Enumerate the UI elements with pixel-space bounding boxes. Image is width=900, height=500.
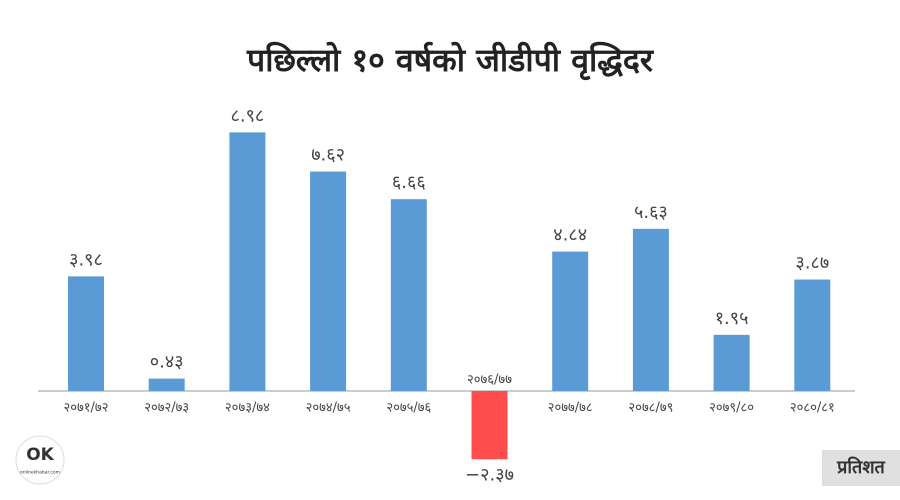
value-label: ५.६३ [634, 202, 668, 223]
bar [390, 199, 427, 391]
value-label: ८.९८ [230, 105, 264, 126]
x-tick-label: २०८०/८१ [790, 401, 835, 416]
x-tick-label: २०७६/७७ [467, 373, 512, 388]
bar [68, 276, 104, 391]
bar [794, 279, 831, 391]
value-label: १.९५ [715, 308, 749, 329]
value-label: −२.३७ [465, 464, 514, 485]
value-label: ४.८४ [553, 225, 587, 246]
unit-box [822, 450, 900, 486]
bar [148, 378, 185, 391]
x-tick-label: २०७५/७६ [386, 401, 431, 416]
bar [471, 391, 508, 460]
value-label: ३.८७ [795, 253, 829, 274]
x-tick-label: २०७२/७३ [144, 401, 189, 416]
bar [552, 251, 589, 391]
bar [229, 132, 266, 391]
x-tick-label: २०७४/७५ [306, 401, 351, 416]
logo-circle [15, 435, 65, 485]
unit-label: प्रतिशत [836, 456, 885, 478]
chart-title: पछिल्लो १० वर्षको जीडीपी वृद्धिदर [246, 41, 655, 81]
bar [310, 171, 347, 391]
value-label: ६.६६ [392, 172, 426, 193]
logo-site: onlinekhabar.com [20, 470, 60, 476]
logo-mark: OK [26, 445, 54, 465]
value-label: ७.६२ [311, 145, 345, 166]
value-label: ०.४३ [150, 352, 184, 373]
x-tick-label: २०७८/७९ [628, 401, 673, 416]
x-tick-label: २०७९/८० [709, 401, 754, 416]
x-tick-label: २०७७/७८ [548, 401, 593, 416]
x-tick-label: २०७१/७२ [64, 401, 109, 416]
bar [632, 228, 669, 391]
x-tick-label: २०७३/७४ [225, 401, 270, 416]
value-label: ३.९८ [69, 249, 103, 270]
bar [713, 334, 750, 391]
